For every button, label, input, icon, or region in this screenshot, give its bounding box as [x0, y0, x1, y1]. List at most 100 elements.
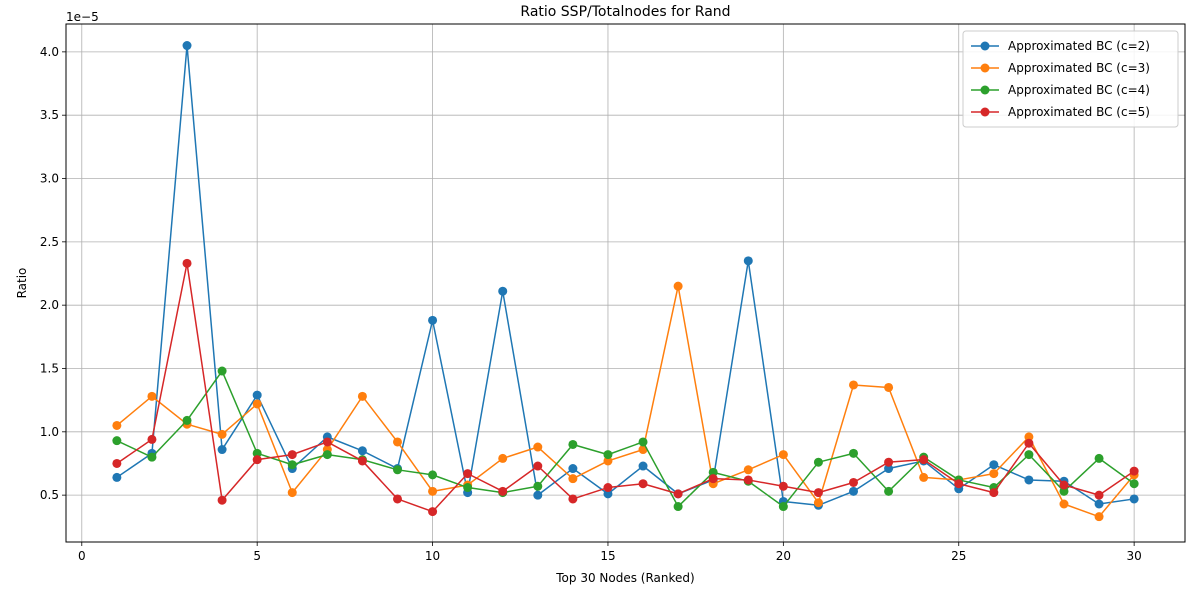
data-point — [392, 437, 402, 447]
legend-box — [962, 30, 1179, 128]
series-line — [116, 262, 1135, 513]
data-point — [1094, 499, 1104, 509]
data-point — [357, 456, 367, 466]
data-point — [533, 481, 543, 491]
data-point — [884, 464, 894, 474]
data-point — [884, 457, 894, 467]
data-point — [743, 256, 753, 266]
x-tick-label: 10 — [425, 549, 440, 563]
data-point — [392, 465, 402, 475]
data-point — [813, 457, 823, 467]
x-tick-label: 15 — [600, 549, 615, 563]
data-point — [568, 474, 578, 484]
data-point — [498, 453, 508, 463]
data-point — [919, 472, 929, 482]
data-point — [252, 390, 262, 400]
data-point — [849, 380, 859, 390]
x-tick-label: 5 — [253, 549, 261, 563]
data-point — [778, 450, 788, 460]
data-point — [673, 489, 683, 499]
legend: Approximated BC (c=2) Approximated BC (c=… — [962, 30, 1179, 128]
data-point — [112, 420, 122, 430]
y-tick-label: 3.5 — [40, 108, 59, 122]
data-point — [989, 460, 999, 470]
data-point — [147, 434, 157, 444]
data-point — [533, 442, 543, 452]
data-point — [603, 489, 613, 499]
data-point — [568, 464, 578, 474]
data-point — [849, 486, 859, 496]
data-point — [638, 479, 648, 489]
data-point — [743, 465, 753, 475]
data-point — [989, 469, 999, 479]
data-point — [708, 474, 718, 484]
data-point — [1129, 494, 1139, 504]
data-point — [638, 437, 648, 447]
data-point — [357, 446, 367, 456]
chart-title: Ratio SSP/Totalnodes for Rand — [520, 4, 730, 20]
legend-marker — [980, 85, 990, 95]
data-point — [1129, 466, 1139, 476]
data-point — [182, 258, 192, 268]
data-point — [884, 486, 894, 496]
data-point — [1094, 490, 1104, 500]
data-point — [778, 481, 788, 491]
data-point — [603, 456, 613, 466]
x-tick-label: 25 — [951, 549, 966, 563]
y-axis-label: Ratio — [15, 268, 29, 299]
data-point — [112, 458, 122, 468]
data-point — [217, 429, 227, 439]
data-point — [498, 286, 508, 296]
data-point — [428, 507, 438, 517]
data-point — [463, 483, 473, 493]
data-point — [1059, 499, 1069, 509]
plot-frame — [65, 23, 1186, 543]
data-point — [708, 467, 718, 477]
data-point — [287, 450, 297, 460]
x-axis-label: Top 30 Nodes (Ranked) — [555, 571, 694, 585]
data-point — [673, 502, 683, 512]
legend-marker — [980, 41, 990, 51]
series-4 — [112, 258, 1139, 517]
data-point — [813, 498, 823, 508]
data-point — [568, 494, 578, 504]
y-tick-label: 2.5 — [40, 235, 59, 249]
legend-label: Approximated BC (c=3) — [1008, 61, 1150, 75]
data-point — [112, 436, 122, 446]
grid-lines — [66, 24, 1185, 542]
y-tick-label: 3.0 — [40, 172, 59, 186]
data-point — [463, 469, 473, 479]
data-point — [287, 460, 297, 470]
data-point — [217, 366, 227, 376]
data-point — [217, 445, 227, 455]
data-point — [217, 495, 227, 505]
data-point — [357, 391, 367, 401]
data-point — [533, 490, 543, 500]
data-point — [1129, 479, 1139, 489]
data-point — [147, 452, 157, 462]
y-tick-label: 4.0 — [40, 45, 59, 59]
data-point — [147, 391, 157, 401]
data-point — [533, 461, 543, 471]
data-point — [849, 448, 859, 458]
data-point — [743, 475, 753, 485]
legend-label: Approximated BC (c=5) — [1008, 105, 1150, 119]
data-point — [252, 448, 262, 458]
data-point — [1059, 480, 1069, 490]
data-point — [1094, 453, 1104, 463]
legend-marker — [980, 63, 990, 73]
y-tick-label: 0.5 — [40, 488, 59, 502]
data-point — [287, 488, 297, 498]
axis-ticks: 0 5 10 15 20 25 30 0.5 1.0 1.5 2.0 2.5 3.0 3.5 4.0 — [40, 45, 1142, 563]
data-point — [1024, 438, 1034, 448]
data-point — [322, 437, 332, 447]
data-point — [849, 477, 859, 487]
series-line — [116, 370, 1135, 508]
data-point — [252, 399, 262, 409]
series-layer — [112, 41, 1139, 522]
data-point — [428, 470, 438, 480]
data-point — [1024, 450, 1034, 460]
data-point — [428, 486, 438, 496]
series-line — [116, 285, 1135, 518]
